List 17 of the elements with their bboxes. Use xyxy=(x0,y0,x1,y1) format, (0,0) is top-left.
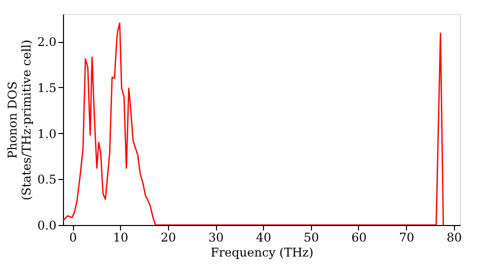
x-tick-label: 20 xyxy=(160,230,176,244)
x-tick-label: 0 xyxy=(69,230,77,244)
y-tick-label: 1.5 xyxy=(37,80,56,95)
x-tick-label: 10 xyxy=(113,230,128,244)
x-tick-label: 30 xyxy=(208,230,224,244)
y-tick-label: 0.5 xyxy=(37,172,56,187)
x-axis-title: Frequency (THz) xyxy=(210,246,314,260)
x-tick-label: 60 xyxy=(351,230,367,244)
y-axis-title: Phonon DOS (States/THz·primitive cell) xyxy=(5,40,34,200)
x-tick-label: 80 xyxy=(446,230,462,244)
y-tick-label: 0.0 xyxy=(37,218,56,232)
x-tick-label: 50 xyxy=(304,230,319,244)
y-tick-label: 1.0 xyxy=(37,126,56,141)
y-tick-label: 2.0 xyxy=(37,35,56,50)
x-tick-label: 70 xyxy=(399,230,414,244)
x-tick-label: 40 xyxy=(256,230,272,244)
line-series xyxy=(63,22,444,225)
